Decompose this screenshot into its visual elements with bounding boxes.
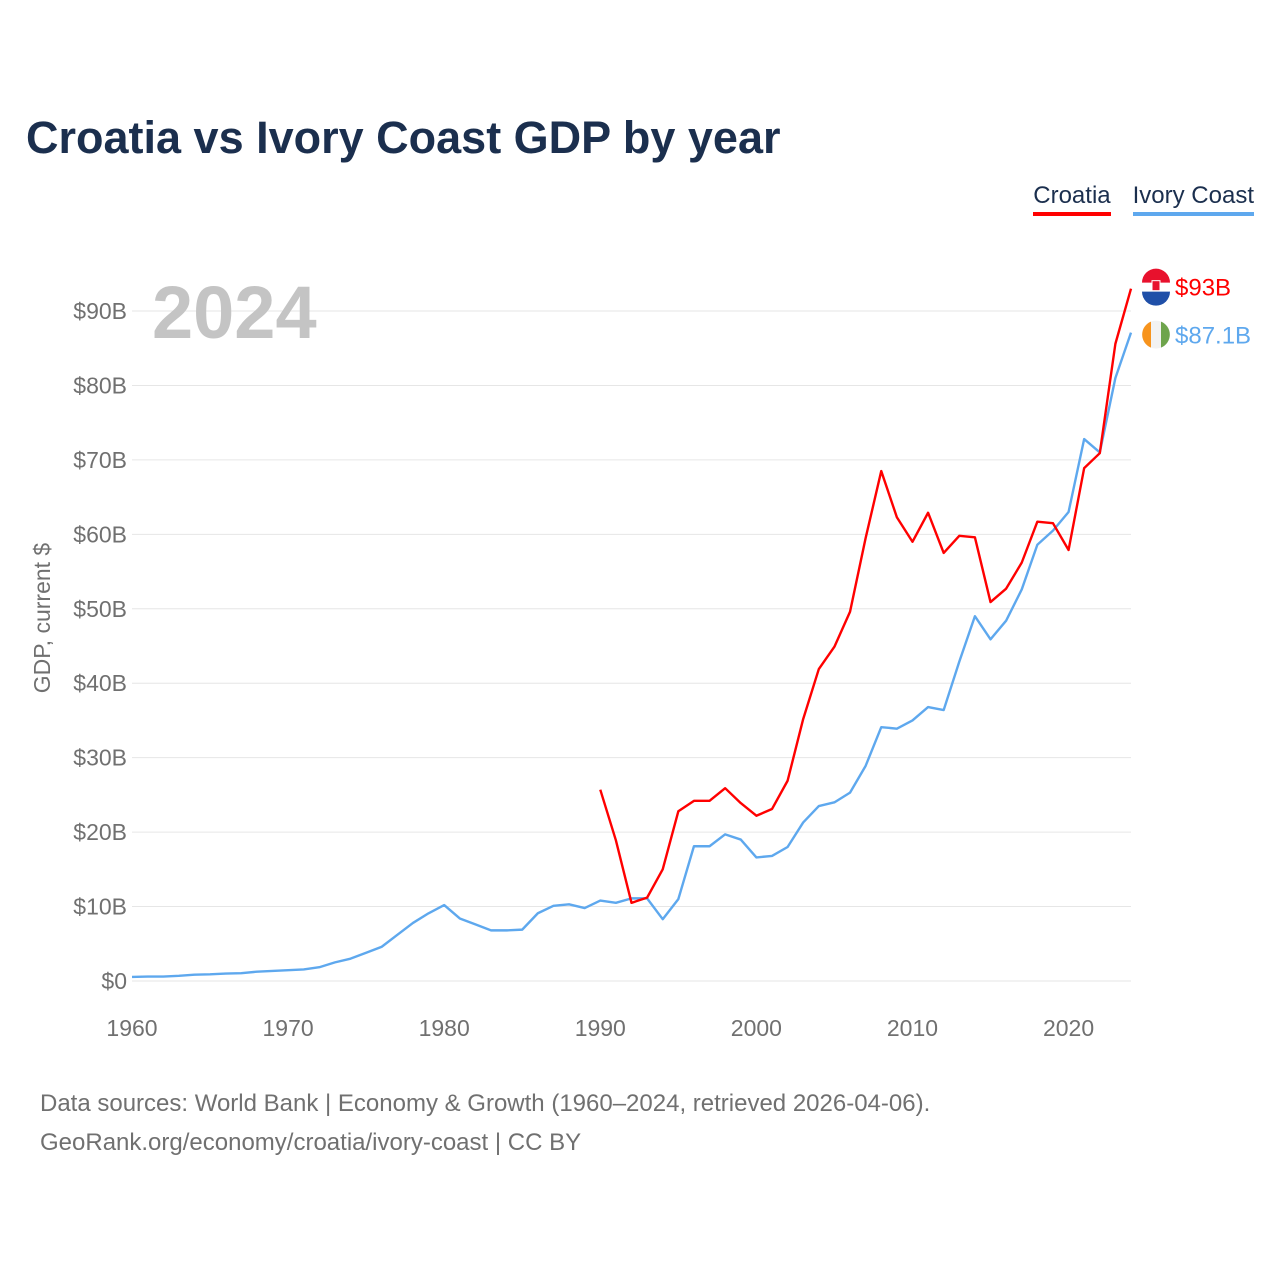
y-axis-label: GDP, current $	[29, 543, 55, 694]
y-tick-label: $40B	[73, 670, 127, 696]
flag-croatia-icon	[1142, 268, 1170, 306]
chart-title: Croatia vs Ivory Coast GDP by year	[26, 112, 781, 163]
flag-green	[1161, 321, 1170, 348]
y-tick-label: $50B	[73, 596, 127, 622]
x-tick-label: 1990	[575, 1015, 626, 1041]
y-tick-label: $20B	[73, 819, 127, 845]
y-tick-label: $10B	[73, 894, 127, 920]
series-line-ivory-coast	[131, 332, 1133, 979]
flag-orange	[1142, 321, 1151, 348]
y-tick-label: $0	[101, 968, 127, 994]
y-tick-label: $80B	[73, 372, 127, 398]
legend-ivory-coast[interactable]: Ivory Coast	[1132, 182, 1254, 216]
legend: Croatia Ivory Coast	[1033, 182, 1254, 216]
footer: Data sources: World Bank | Economy & Gro…	[40, 1084, 930, 1162]
flag-blue	[1142, 291, 1170, 306]
end-value-label-croatia: $93B	[1175, 275, 1231, 302]
x-tick-label: 2000	[731, 1015, 782, 1041]
x-tick-label: 1980	[419, 1015, 470, 1041]
x-tick-label: 2010	[887, 1015, 938, 1041]
y-tick-label: $90B	[73, 298, 127, 324]
flag-ivory-coast-icon	[1142, 320, 1170, 349]
x-tick-label: 2020	[1043, 1015, 1094, 1041]
flag-red	[1142, 268, 1170, 283]
footer-sources: Data sources: World Bank | Economy & Gro…	[40, 1090, 931, 1117]
flag-shield	[1151, 280, 1161, 292]
x-tick-label: 1960	[106, 1015, 157, 1041]
x-tick-label: 1970	[263, 1015, 314, 1041]
y-tick-label: $60B	[73, 521, 127, 547]
y-tick-label: $30B	[73, 745, 127, 771]
y-tick-label: $70B	[73, 447, 127, 473]
legend-croatia[interactable]: Croatia	[1033, 182, 1111, 216]
series-line-croatia	[599, 288, 1133, 905]
year-watermark: 2024	[152, 271, 317, 354]
footer-link[interactable]: GeoRank.org/economy/croatia/ivory-coast …	[40, 1129, 582, 1156]
end-value-label-ivory-coast: $87.1B	[1175, 323, 1251, 350]
